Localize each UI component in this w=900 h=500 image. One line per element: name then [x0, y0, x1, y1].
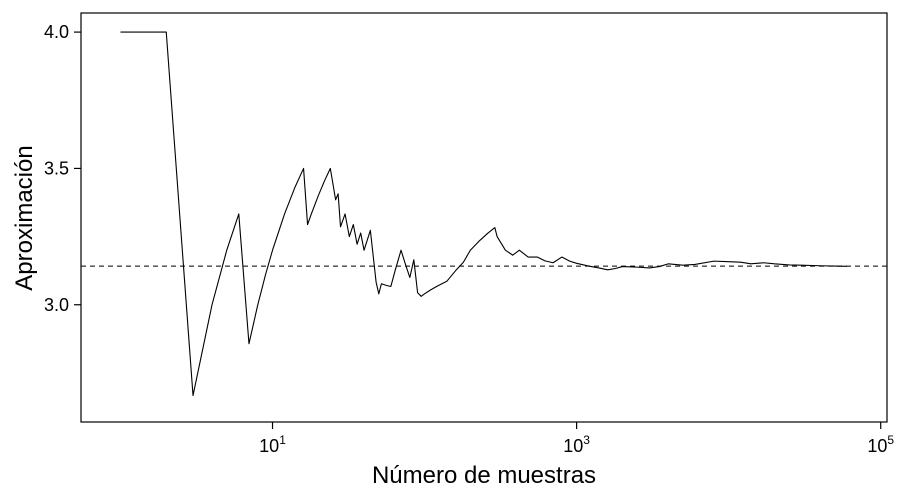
series-line [120, 31, 847, 397]
x-axis-title: Número de muestras [372, 462, 596, 489]
x-axis: 101 103 105 [259, 422, 894, 456]
plot-frame [80, 12, 888, 423]
y-tick-label: 3.0 [44, 295, 69, 315]
y-axis: 3.0 3.5 4.0 [44, 22, 81, 315]
y-tick-label: 4.0 [44, 22, 69, 42]
x-tick-label: 105 [867, 433, 894, 456]
y-tick-label: 3.5 [44, 158, 69, 178]
x-tick-label: 101 [259, 433, 286, 456]
x-tick-label: 103 [563, 433, 590, 456]
y-axis-title: Aproximación [11, 145, 38, 290]
